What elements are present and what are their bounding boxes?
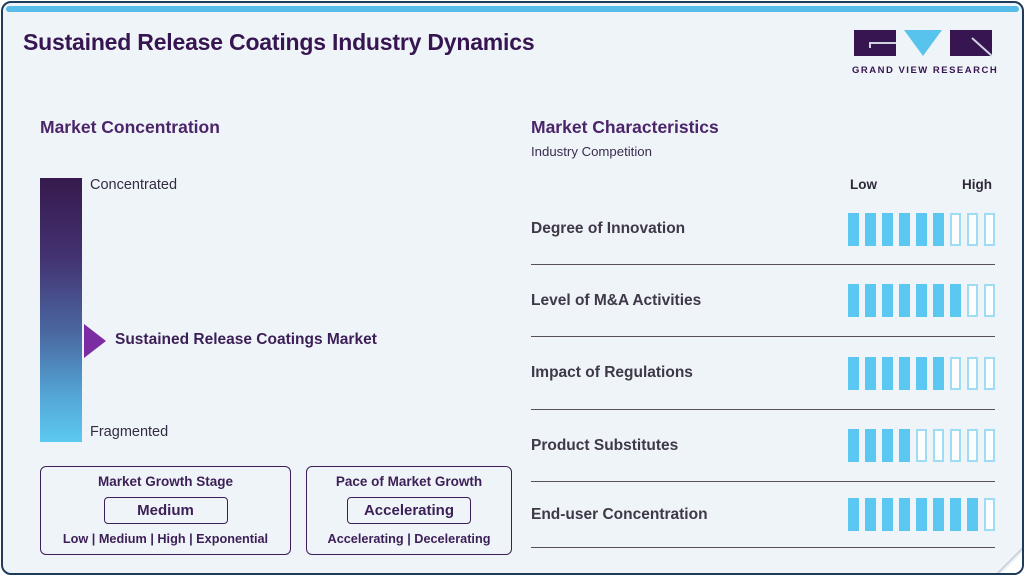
fragmented-label: Fragmented	[90, 424, 169, 440]
page-curl-decoration	[997, 548, 1022, 573]
industry-competition-subtitle: Industry Competition	[531, 144, 652, 159]
rating-segment-filled	[899, 356, 910, 390]
rating-segment-empty	[984, 356, 995, 390]
growth-stage-title: Market Growth Stage	[97, 474, 234, 489]
characteristic-label: Product Substitutes	[531, 436, 679, 454]
rating-segments	[848, 284, 995, 317]
rating-segment-filled	[916, 356, 927, 390]
rating-segment-empty	[967, 284, 978, 317]
characteristic-row: Degree of Innovation	[531, 194, 995, 265]
top-accent-strip	[6, 6, 1019, 12]
characteristic-label: Level of M&A Activities	[531, 291, 702, 309]
rating-segment-filled	[899, 212, 910, 246]
rating-segments	[848, 212, 995, 246]
rating-segment-empty	[950, 212, 961, 246]
rating-segment-filled	[865, 356, 876, 390]
rating-segment-empty	[950, 429, 961, 462]
characteristic-row: Impact of Regulations	[531, 337, 995, 410]
market-characteristics-heading: Market Characteristics	[531, 117, 719, 137]
characteristic-label: End-user Concentration	[531, 505, 708, 523]
logo-caption: GRAND VIEW RESEARCH	[852, 65, 999, 76]
rating-segment-filled	[865, 284, 876, 317]
market-position-arrow-icon	[84, 324, 106, 358]
rating-segment-filled	[916, 498, 927, 531]
rating-segments	[848, 356, 995, 390]
rating-segment-filled	[848, 429, 859, 462]
rating-segment-filled	[933, 284, 944, 317]
page-title: Sustained Release Coatings Industry Dyna…	[23, 29, 535, 55]
brand-logo: GRAND VIEW RESEARCH	[852, 29, 999, 76]
rating-segment-empty	[984, 498, 995, 531]
rating-segment-filled	[865, 429, 876, 462]
rating-segment-filled	[882, 498, 893, 531]
market-position-label: Sustained Release Coatings Market	[115, 331, 377, 348]
market-concentration-heading: Market Concentration	[40, 117, 220, 137]
characteristic-label: Degree of Innovation	[531, 220, 686, 237]
rating-segment-filled	[848, 498, 859, 531]
characteristics-rows: Degree of Innovation Level of M&A Activi…	[531, 194, 995, 548]
rating-segment-filled	[933, 356, 944, 390]
rating-segment-filled	[916, 284, 927, 317]
rating-segment-filled	[882, 212, 893, 246]
rating-segments	[848, 498, 995, 531]
rating-segment-empty	[984, 429, 995, 462]
rating-segment-filled	[916, 212, 927, 246]
characteristic-label: Impact of Regulations	[531, 364, 693, 381]
growth-stage-value: Medium	[103, 497, 228, 524]
rating-segment-empty	[984, 212, 995, 246]
characteristic-row: End-user Concentration	[531, 482, 995, 548]
rating-segment-empty	[950, 356, 961, 390]
pace-of-growth-box: Pace of Market Growth Accelerating Accel…	[306, 466, 512, 555]
rating-segment-filled	[899, 498, 910, 531]
rating-segment-filled	[882, 284, 893, 317]
market-growth-stage-box: Market Growth Stage Medium Low | Medium …	[40, 466, 291, 555]
pace-value: Accelerating	[347, 497, 471, 524]
rating-segment-filled	[950, 498, 961, 531]
rating-segments	[848, 429, 995, 462]
growth-stage-options: Low | Medium | High | Exponential	[62, 532, 269, 546]
rating-segment-empty	[967, 212, 978, 246]
rating-segment-filled	[899, 284, 910, 317]
rating-segment-filled	[967, 498, 978, 531]
rating-segment-filled	[899, 429, 910, 462]
rating-segment-filled	[865, 498, 876, 531]
rating-segment-filled	[848, 356, 859, 390]
characteristic-row: Product Substitutes	[531, 410, 995, 482]
rating-segment-empty	[933, 429, 944, 462]
concentration-gradient-bar	[40, 178, 82, 442]
rating-segment-filled	[933, 212, 944, 246]
rating-segment-empty	[967, 356, 978, 390]
rating-segment-filled	[848, 212, 859, 246]
pace-options: Accelerating | Decelerating	[327, 532, 491, 546]
rating-segment-filled	[933, 498, 944, 531]
rating-segment-empty	[984, 284, 995, 317]
characteristic-row: Level of M&A Activities	[531, 265, 995, 337]
gvr-logo-icon	[854, 30, 993, 57]
scale-high-label: High	[962, 177, 992, 192]
rating-segment-filled	[865, 212, 876, 246]
rating-segment-filled	[848, 284, 859, 317]
rating-segment-empty	[916, 429, 927, 462]
scale-low-label: Low	[850, 177, 877, 192]
rating-segment-filled	[950, 284, 961, 317]
rating-segment-filled	[882, 356, 893, 390]
pace-title: Pace of Market Growth	[335, 474, 483, 489]
rating-segment-empty	[967, 429, 978, 462]
rating-segment-filled	[882, 429, 893, 462]
concentrated-label: Concentrated	[90, 177, 178, 193]
